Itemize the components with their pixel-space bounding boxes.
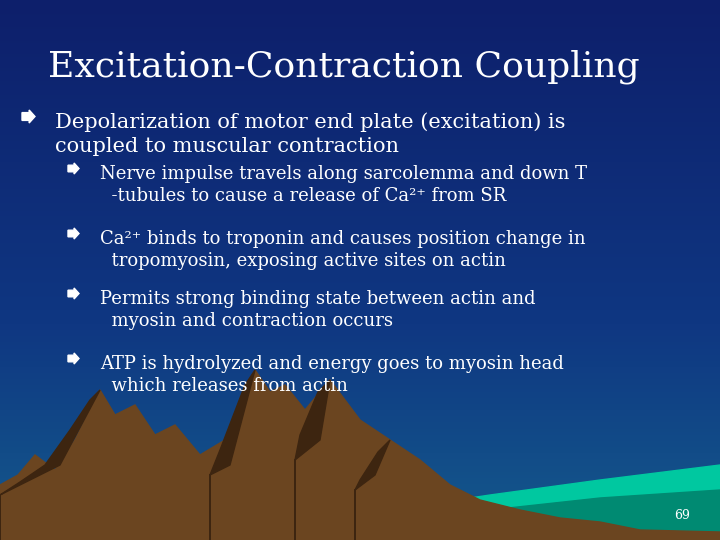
Text: ATP is hydrolyzed and energy goes to myosin head
  which releases from actin: ATP is hydrolyzed and energy goes to myo… [100, 355, 564, 395]
Polygon shape [68, 353, 79, 364]
Polygon shape [355, 440, 390, 540]
Polygon shape [0, 370, 720, 540]
Text: Excitation-Contraction Coupling: Excitation-Contraction Coupling [48, 50, 639, 84]
Polygon shape [68, 228, 79, 239]
Polygon shape [68, 288, 79, 299]
Polygon shape [210, 370, 255, 540]
Text: 69: 69 [674, 509, 690, 522]
Polygon shape [420, 490, 720, 540]
Polygon shape [22, 110, 35, 123]
Text: Permits strong binding state between actin and
  myosin and contraction occurs: Permits strong binding state between act… [100, 290, 536, 330]
Polygon shape [0, 390, 100, 540]
Text: Ca²⁺ binds to troponin and causes position change in
  tropomyosin, exposing act: Ca²⁺ binds to troponin and causes positi… [100, 230, 585, 270]
Text: Depolarization of motor end plate (excitation) is
coupled to muscular contractio: Depolarization of motor end plate (excit… [55, 112, 565, 156]
Polygon shape [295, 380, 330, 540]
Polygon shape [390, 465, 720, 540]
Text: Nerve impulse travels along sarcolemma and down T
  -tubules to cause a release : Nerve impulse travels along sarcolemma a… [100, 165, 587, 205]
Polygon shape [68, 163, 79, 174]
